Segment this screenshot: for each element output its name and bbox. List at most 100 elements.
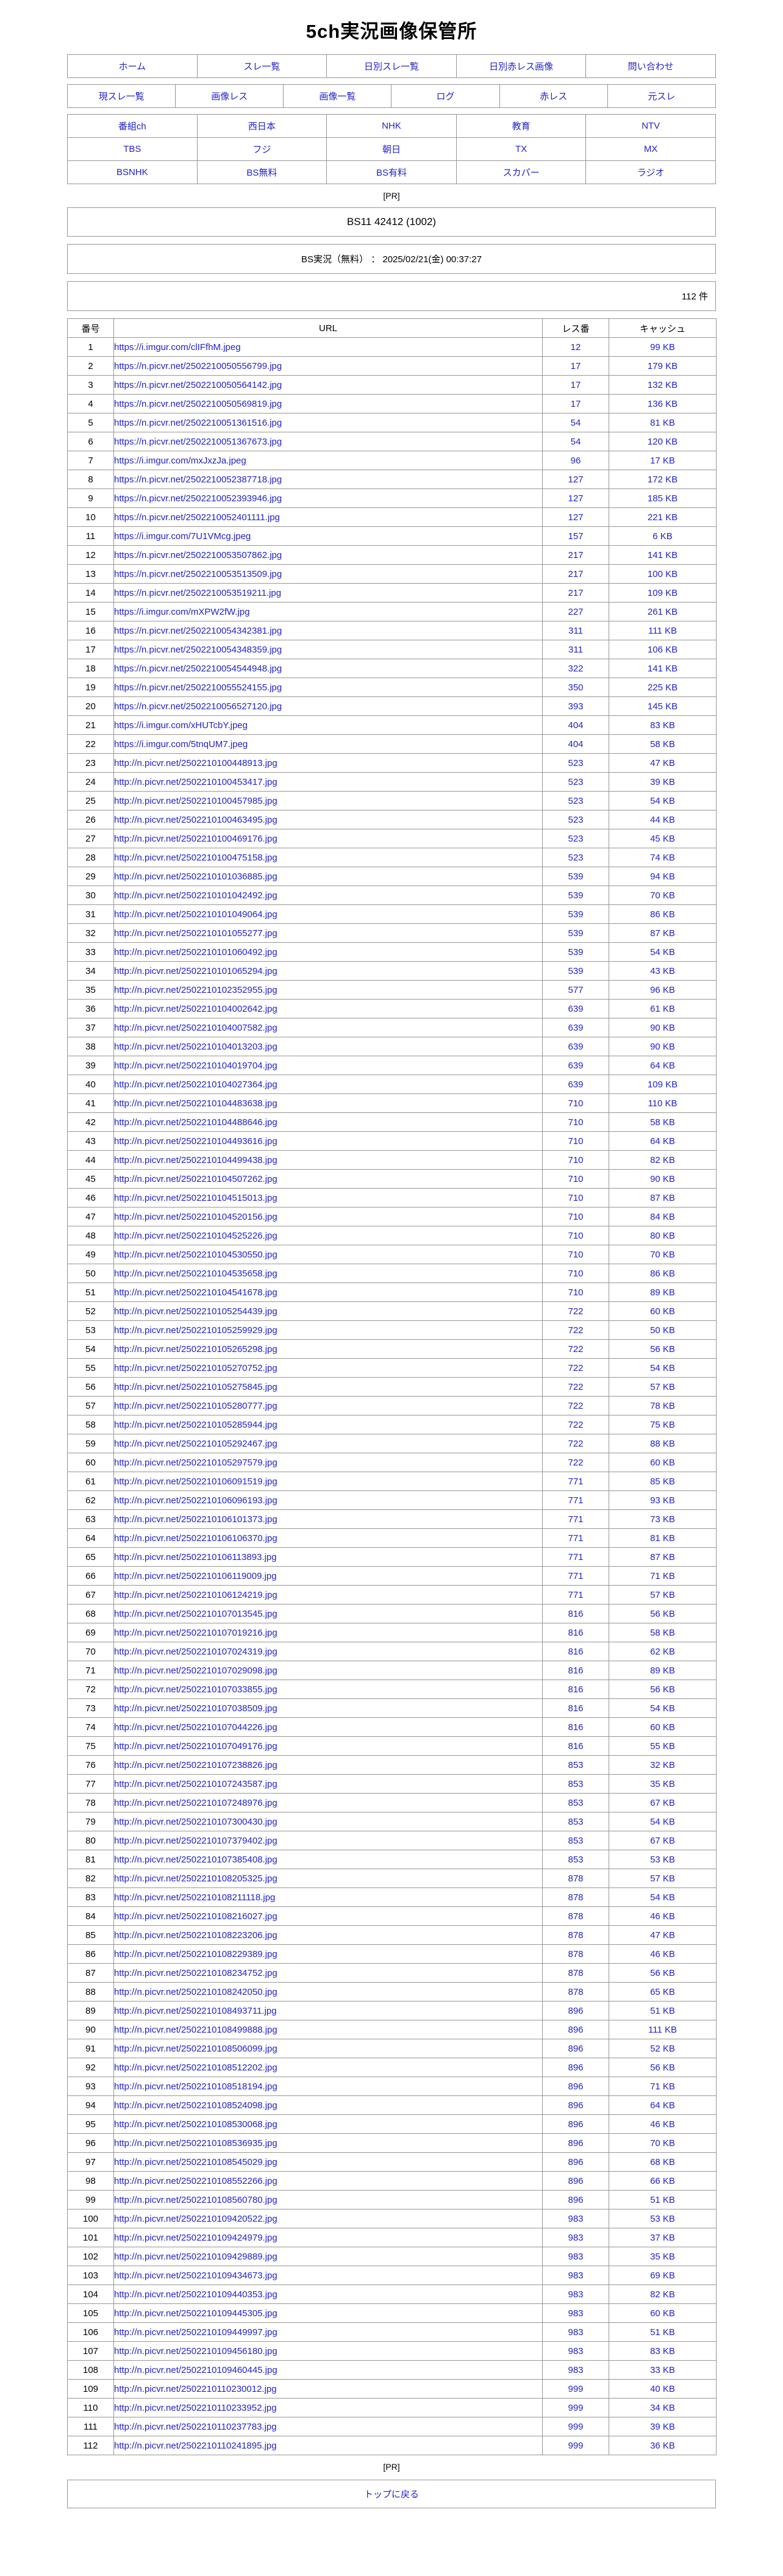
res-number-link[interactable]: 54 bbox=[570, 436, 581, 447]
res-number-link[interactable]: 722 bbox=[568, 1419, 584, 1430]
cache-size-link[interactable]: 111 KB bbox=[648, 2024, 677, 2035]
res-number-link[interactable]: 983 bbox=[568, 2364, 584, 2375]
res-number-link[interactable]: 710 bbox=[568, 1154, 584, 1165]
cache-size-link[interactable]: 53 KB bbox=[650, 2213, 675, 2224]
cache-size-link[interactable]: 74 KB bbox=[650, 852, 675, 863]
image-url-link[interactable]: http://n.picvr.net/2502210108242050.jpg bbox=[114, 1986, 277, 1997]
cache-size-link[interactable]: 54 KB bbox=[650, 1816, 675, 1827]
cache-size-link[interactable]: 132 KB bbox=[647, 379, 678, 390]
res-number-link[interactable]: 853 bbox=[568, 1816, 584, 1827]
cache-size-link[interactable]: 56 KB bbox=[650, 1684, 675, 1695]
res-number-link[interactable]: 722 bbox=[568, 1400, 584, 1411]
res-number-link[interactable]: 17 bbox=[570, 398, 581, 409]
res-number-link[interactable]: 853 bbox=[568, 1778, 584, 1789]
res-number-link[interactable]: 896 bbox=[568, 2100, 584, 2111]
cache-size-link[interactable]: 81 KB bbox=[650, 1533, 675, 1544]
image-url-link[interactable]: https://n.picvr.net/2502210050564142.jpg bbox=[114, 379, 282, 390]
res-number-link[interactable]: 393 bbox=[568, 701, 584, 712]
res-number-link[interactable]: 639 bbox=[568, 1003, 584, 1014]
image-url-link[interactable]: http://n.picvr.net/2502210105259929.jpg bbox=[114, 1325, 277, 1336]
cache-size-link[interactable]: 67 KB bbox=[650, 1797, 675, 1808]
image-url-link[interactable]: http://n.picvr.net/2502210107013545.jpg bbox=[114, 1608, 277, 1619]
res-number-link[interactable]: 853 bbox=[568, 1759, 584, 1770]
cache-size-link[interactable]: 46 KB bbox=[650, 1911, 675, 1922]
image-url-link[interactable]: https://i.imgur.com/5tnqUM7.jpeg bbox=[114, 739, 248, 750]
nav-channel-item-2-0-link[interactable]: BSNHK bbox=[116, 167, 148, 177]
cache-size-link[interactable]: 36 KB bbox=[650, 2440, 675, 2451]
image-url-link[interactable]: https://i.imgur.com/clIFfhM.jpeg bbox=[114, 342, 241, 352]
image-url-link[interactable]: https://n.picvr.net/2502210053507862.jpg bbox=[114, 549, 282, 560]
cache-size-link[interactable]: 141 KB bbox=[647, 549, 678, 560]
image-url-link[interactable]: https://n.picvr.net/2502210050569819.jpg bbox=[114, 398, 282, 409]
res-number-link[interactable]: 878 bbox=[568, 1911, 584, 1922]
image-url-link[interactable]: http://n.picvr.net/2502210110241895.jpg bbox=[114, 2440, 277, 2451]
cache-size-link[interactable]: 58 KB bbox=[650, 1627, 675, 1638]
cache-size-link[interactable]: 185 KB bbox=[647, 493, 678, 504]
res-number-link[interactable]: 404 bbox=[568, 720, 584, 731]
image-url-link[interactable]: http://n.picvr.net/2502210104007582.jpg bbox=[114, 1022, 277, 1033]
image-url-link[interactable]: http://n.picvr.net/2502210100469176.jpg bbox=[114, 833, 277, 844]
image-url-link[interactable]: http://n.picvr.net/2502210104515013.jpg bbox=[114, 1192, 277, 1203]
cache-size-link[interactable]: 100 KB bbox=[647, 568, 678, 579]
cache-size-link[interactable]: 40 KB bbox=[650, 2383, 675, 2394]
nav-secondary-item-3-link[interactable]: ログ bbox=[436, 91, 455, 102]
nav-secondary-item-5[interactable]: 元スレ bbox=[607, 84, 717, 108]
nav-channel-item-1-2-link[interactable]: 朝日 bbox=[382, 145, 401, 155]
image-url-link[interactable]: http://n.picvr.net/2502210110237783.jpg bbox=[114, 2421, 277, 2432]
cache-size-link[interactable]: 70 KB bbox=[650, 1249, 675, 1260]
cache-size-link[interactable]: 64 KB bbox=[650, 1136, 675, 1147]
image-url-link[interactable]: http://n.picvr.net/2502210108506099.jpg bbox=[114, 2043, 277, 2054]
res-number-link[interactable]: 710 bbox=[568, 1249, 584, 1260]
cache-size-link[interactable]: 39 KB bbox=[650, 776, 675, 787]
res-number-link[interactable]: 710 bbox=[568, 1192, 584, 1203]
image-url-link[interactable]: http://n.picvr.net/2502210100457985.jpg bbox=[114, 795, 277, 806]
cache-size-link[interactable]: 84 KB bbox=[650, 1211, 675, 1222]
cache-size-link[interactable]: 58 KB bbox=[650, 1117, 675, 1128]
image-url-link[interactable]: http://n.picvr.net/2502210106119009.jpg bbox=[114, 1570, 277, 1581]
res-number-link[interactable]: 878 bbox=[568, 1967, 584, 1978]
res-number-link[interactable]: 896 bbox=[568, 2062, 584, 2073]
res-number-link[interactable]: 539 bbox=[568, 946, 584, 957]
cache-size-link[interactable]: 70 KB bbox=[650, 2138, 675, 2148]
cache-size-link[interactable]: 69 KB bbox=[650, 2270, 675, 2281]
image-url-link[interactable]: https://i.imgur.com/xHUTcbY.jpeg bbox=[114, 720, 248, 731]
nav-channel-item-1-0[interactable]: TBS bbox=[67, 137, 198, 161]
cache-size-link[interactable]: 71 KB bbox=[650, 2081, 675, 2092]
image-url-link[interactable]: http://n.picvr.net/2502210104013203.jpg bbox=[114, 1041, 277, 1052]
cache-size-link[interactable]: 73 KB bbox=[650, 1514, 675, 1525]
cache-size-link[interactable]: 54 KB bbox=[650, 946, 675, 957]
nav-secondary-item-2[interactable]: 画像一覧 bbox=[283, 84, 392, 108]
cache-size-link[interactable]: 86 KB bbox=[650, 1268, 675, 1279]
res-number-link[interactable]: 722 bbox=[568, 1306, 584, 1317]
res-number-link[interactable]: 311 bbox=[568, 644, 583, 655]
res-number-link[interactable]: 710 bbox=[568, 1211, 584, 1222]
cache-size-link[interactable]: 47 KB bbox=[650, 1930, 675, 1941]
image-url-link[interactable]: http://n.picvr.net/2502210107019216.jpg bbox=[114, 1627, 277, 1638]
res-number-link[interactable]: 878 bbox=[568, 1930, 584, 1941]
cache-size-link[interactable]: 60 KB bbox=[650, 1722, 675, 1733]
nav-channel-item-0-2-link[interactable]: NHK bbox=[382, 121, 401, 131]
nav-channel-item-1-4[interactable]: MX bbox=[585, 137, 716, 161]
nav-channel-item-0-3-link[interactable]: 教育 bbox=[512, 121, 531, 132]
image-url-link[interactable]: http://n.picvr.net/2502210106091519.jpg bbox=[114, 1476, 277, 1487]
nav-channel-item-2-3[interactable]: スカパー bbox=[456, 160, 587, 184]
cache-size-link[interactable]: 60 KB bbox=[650, 2308, 675, 2319]
image-url-link[interactable]: http://n.picvr.net/2502210104493616.jpg bbox=[114, 1136, 277, 1147]
nav-channel-item-0-1[interactable]: 西日本 bbox=[196, 114, 327, 138]
cache-size-link[interactable]: 82 KB bbox=[650, 1154, 675, 1165]
image-url-link[interactable]: http://n.picvr.net/2502210108223206.jpg bbox=[114, 1930, 277, 1941]
res-number-link[interactable]: 539 bbox=[568, 909, 584, 920]
cache-size-link[interactable]: 54 KB bbox=[650, 1362, 675, 1373]
nav-primary-item-3-link[interactable]: 日別赤レス画像 bbox=[489, 62, 554, 72]
nav-channel-item-2-0[interactable]: BSNHK bbox=[67, 160, 198, 184]
cache-size-link[interactable]: 120 KB bbox=[647, 436, 678, 447]
image-url-link[interactable]: http://n.picvr.net/2502210106096193.jpg bbox=[114, 1495, 277, 1506]
cache-size-link[interactable]: 65 KB bbox=[650, 1986, 675, 1997]
res-number-link[interactable]: 539 bbox=[568, 890, 584, 901]
res-number-link[interactable]: 878 bbox=[568, 1873, 584, 1884]
cache-size-link[interactable]: 87 KB bbox=[650, 928, 675, 939]
image-url-link[interactable]: http://n.picvr.net/2502210106106370.jpg bbox=[114, 1533, 277, 1544]
cache-size-link[interactable]: 82 KB bbox=[650, 2289, 675, 2300]
nav-channel-item-2-4[interactable]: ラジオ bbox=[585, 160, 716, 184]
cache-size-link[interactable]: 221 KB bbox=[647, 512, 678, 523]
